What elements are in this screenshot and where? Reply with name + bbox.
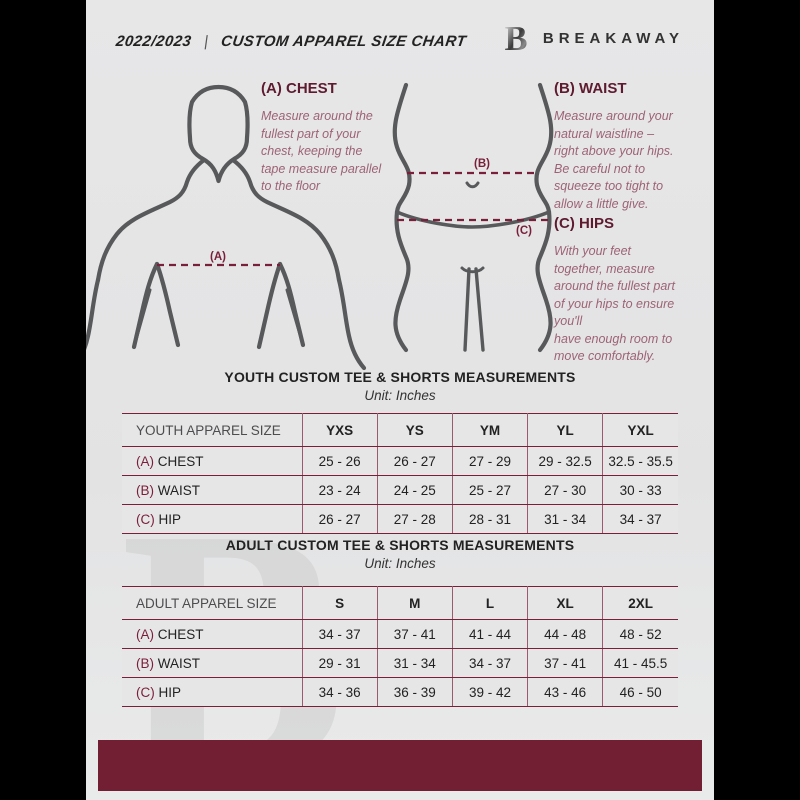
svg-text:(B): (B): [474, 158, 490, 170]
svg-text:(C): (C): [516, 225, 532, 237]
